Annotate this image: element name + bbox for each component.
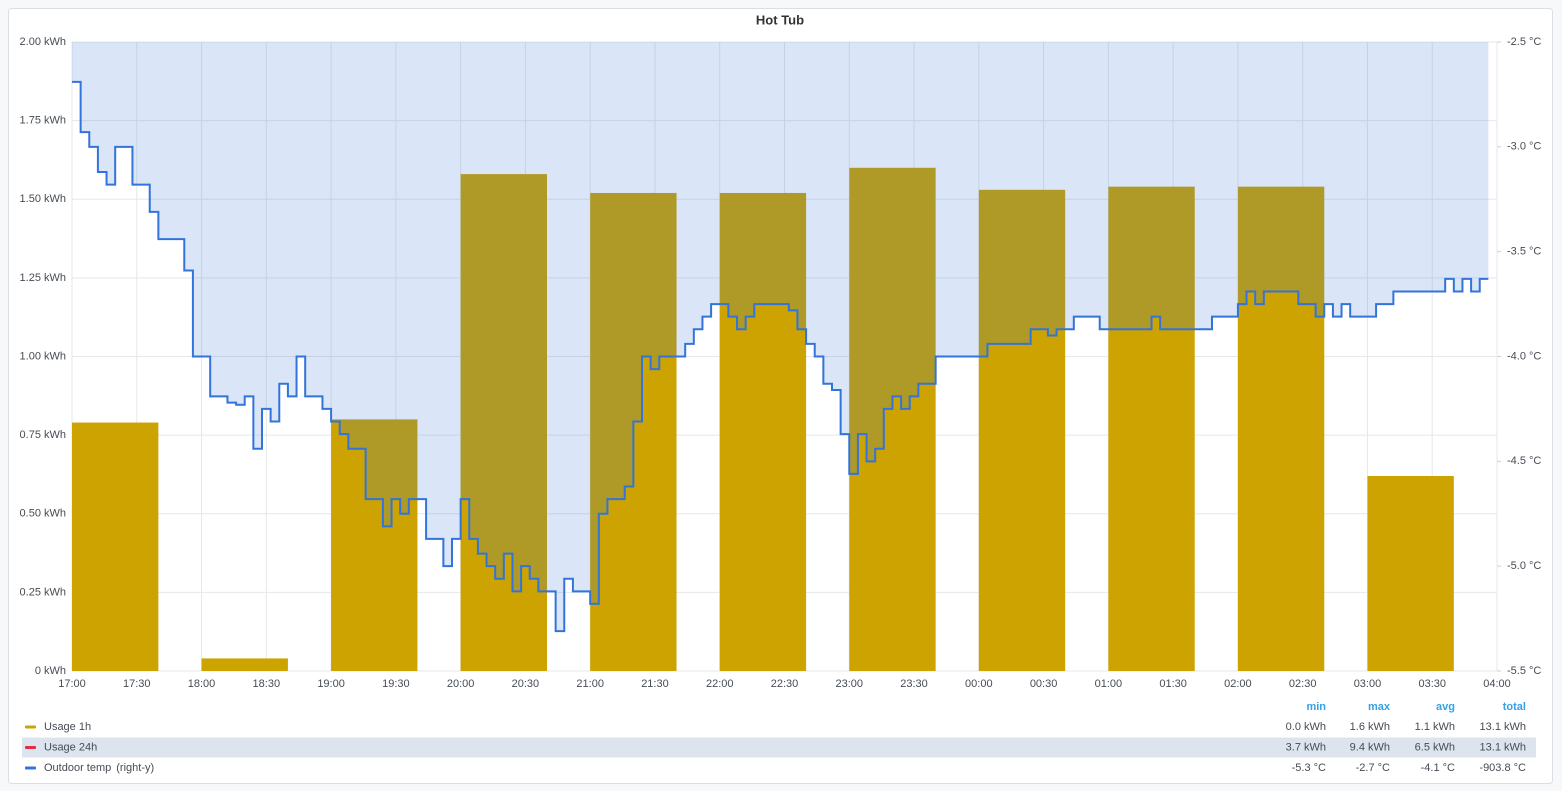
x-tick-label: 20:00 — [447, 678, 475, 690]
legend-item[interactable]: Usage 24h 3.7 kWh 9.4 kWh 6.5 kWh 13.1 kWh — [22, 737, 1536, 758]
panel-title: Hot Tub — [756, 12, 804, 27]
bar — [1237, 186, 1325, 672]
bar — [719, 192, 807, 671]
x-tick-label: 17:00 — [58, 678, 86, 690]
legend-stat: 1.6 kWh — [1350, 721, 1390, 733]
legend-header: max — [1368, 701, 1391, 713]
y-tick-label: 0 kWh — [35, 665, 66, 677]
legend-stat: 6.5 kWh — [1415, 741, 1455, 753]
y-tick-label: 0.75 kWh — [20, 429, 66, 441]
legend-stat: -903.8 °C — [1479, 762, 1526, 774]
legend-stat: -4.1 °C — [1421, 762, 1455, 774]
legend-stat: 0.0 kWh — [1286, 721, 1326, 733]
x-tick-label: 19:00 — [317, 678, 345, 690]
bar — [849, 167, 936, 672]
x-tick-label: 17:30 — [123, 678, 151, 690]
y-tick-label: 1.00 kWh — [20, 350, 66, 362]
y2-tick-label: -4.0 °C — [1507, 350, 1541, 362]
y-tick-label: 2.00 kWh — [20, 36, 66, 48]
legend-label: Usage 1h — [44, 721, 91, 733]
legend-stat: -2.7 °C — [1356, 762, 1390, 774]
x-tick-label: 23:30 — [900, 678, 928, 690]
bar — [331, 419, 418, 671]
y2-tick-label: -5.5 °C — [1507, 665, 1541, 677]
legend-stat: 3.7 kWh — [1286, 741, 1326, 753]
legend-header: min — [1306, 701, 1326, 713]
area-fill — [72, 42, 1489, 632]
legend-swatch — [25, 766, 36, 770]
y2-tick-label: -4.5 °C — [1507, 455, 1541, 467]
y-tick-label: 0.25 kWh — [20, 586, 66, 598]
x-tick-label: 03:30 — [1418, 678, 1446, 690]
bar — [978, 189, 1066, 671]
legend-label: Usage 24h — [44, 741, 97, 753]
y2-tick-label: -2.5 °C — [1507, 36, 1541, 48]
x-tick-label: 18:30 — [253, 678, 281, 690]
y-tick-label: 0.50 kWh — [20, 508, 66, 520]
x-tick-label: 19:30 — [382, 678, 410, 690]
x-tick-label: 22:30 — [771, 678, 799, 690]
x-tick-label: 02:00 — [1224, 678, 1252, 690]
x-tick-label: 22:00 — [706, 678, 734, 690]
line — [72, 80, 1489, 633]
x-tick-label: 20:30 — [512, 678, 540, 690]
bar — [201, 658, 288, 671]
legend-item[interactable]: Usage 1h 0.0 kWh 1.6 kWh 1.1 kWh 13.1 kWh — [25, 721, 1526, 733]
x-tick-label: 02:30 — [1289, 678, 1317, 690]
x-tick-label: 04:00 — [1483, 678, 1511, 690]
bar — [1367, 476, 1454, 671]
legend-stat: 13.1 kWh — [1480, 721, 1526, 733]
legend-item[interactable]: Outdoor temp (right-y) -5.3 °C -2.7 °C -4.1 … — [25, 762, 1526, 774]
x-tick-label: 03:00 — [1354, 678, 1382, 690]
legend-label: Outdoor temp — [44, 762, 111, 774]
x-tick-label: 00:00 — [965, 678, 993, 690]
legend-swatch — [25, 746, 36, 749]
y-tick-label: 1.50 kWh — [20, 193, 66, 205]
y2-tick-label: -3.5 °C — [1507, 246, 1541, 258]
x-tick-label: 01:30 — [1159, 678, 1187, 690]
x-tick-label: 01:00 — [1095, 678, 1123, 690]
y2-tick-label: -3.0 °C — [1507, 141, 1541, 153]
legend-row-bg — [22, 737, 1536, 758]
y-tick-label: 1.75 kWh — [20, 115, 66, 127]
y-tick-label: 1.25 kWh — [20, 272, 66, 284]
legend-stat: 13.1 kWh — [1480, 741, 1526, 753]
bar — [72, 422, 159, 671]
x-tick-label: 21:00 — [576, 678, 604, 690]
x-tick-label: 23:00 — [836, 678, 864, 690]
bar — [460, 174, 547, 671]
y2-tick-label: -5.0 °C — [1507, 560, 1541, 572]
legend-stat: 9.4 kWh — [1350, 741, 1390, 753]
legend-header: total — [1503, 701, 1526, 713]
x-tick-label: 18:00 — [188, 678, 216, 690]
legend-stat: -5.3 °C — [1292, 762, 1326, 774]
legend-stat: 1.1 kWh — [1415, 721, 1455, 733]
x-tick-label: 00:30 — [1030, 678, 1058, 690]
bar — [1108, 186, 1195, 672]
legend-header: avg — [1436, 701, 1455, 713]
legend-suffix: (right-y) — [116, 762, 154, 774]
x-tick-label: 21:30 — [641, 678, 669, 690]
legend-swatch — [25, 725, 36, 729]
